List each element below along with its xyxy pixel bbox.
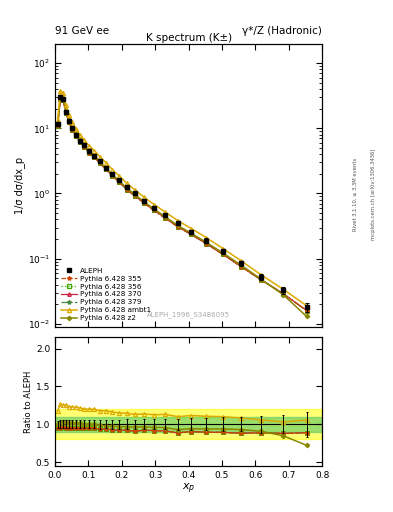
Title: K spectrum (K±): K spectrum (K±): [145, 33, 232, 42]
Y-axis label: 1/σ dσ/dx_p: 1/σ dσ/dx_p: [14, 157, 25, 214]
Text: γ*/Z (Hadronic): γ*/Z (Hadronic): [242, 26, 322, 36]
Text: mcplots.cern.ch [arXiv:1306.3436]: mcplots.cern.ch [arXiv:1306.3436]: [371, 149, 376, 240]
Text: Rivet 3.1.10, ≥ 3.3M events: Rivet 3.1.10, ≥ 3.3M events: [353, 158, 358, 231]
Legend: ALEPH, Pythia 6.428 355, Pythia 6.428 356, Pythia 6.428 370, Pythia 6.428 379, P: ALEPH, Pythia 6.428 355, Pythia 6.428 35…: [59, 266, 153, 323]
Text: 91 GeV ee: 91 GeV ee: [55, 26, 109, 36]
Y-axis label: Ratio to ALEPH: Ratio to ALEPH: [24, 370, 33, 433]
Text: ALEPH_1996_S3486095: ALEPH_1996_S3486095: [147, 312, 230, 318]
X-axis label: $x_p$: $x_p$: [182, 481, 195, 496]
